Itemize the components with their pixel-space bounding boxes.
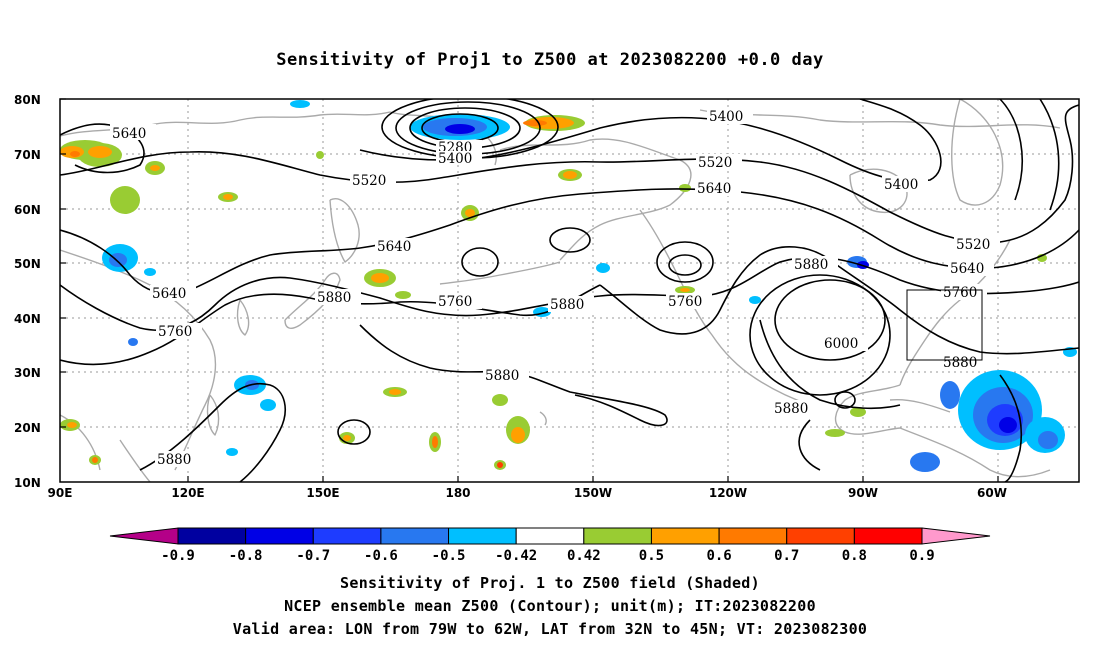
footer-line-2: NCEP ensemble mean Z500 (Contour); unit(… <box>284 597 816 615</box>
colorbar-swatch <box>583 527 652 545</box>
colorbar-label: -0.9 <box>161 548 195 564</box>
valid-area-box <box>906 289 983 361</box>
colorbar-swatch <box>853 527 923 545</box>
contour-label: 5880 <box>774 401 808 417</box>
lon-tick-label: 150W <box>574 486 612 500</box>
longitude-labels: 90E 120E 150E 180 150W 120W 90W 60W <box>48 486 1007 500</box>
contour-label: 5520 <box>352 173 386 189</box>
colorbar-label: -0.7 <box>296 548 330 564</box>
contour-labels: 5640 5280 5400 5400 5520 5520 5640 5400 … <box>110 108 1000 468</box>
colorbar-swatch <box>177 527 247 545</box>
colorbar-swatch <box>312 527 382 545</box>
lat-tick-label: 40N <box>14 312 41 326</box>
colorbar-swatch <box>448 527 517 545</box>
latitude-labels: 80N 70N 60N 50N 40N 30N 20N 10N <box>14 93 41 490</box>
contour-label: 5760 <box>668 294 702 310</box>
colorbar-label: 0.5 <box>639 548 664 564</box>
colorbar-max-arrow <box>921 527 991 545</box>
colorbar-swatch <box>515 527 585 545</box>
colorbar-label: 0.9 <box>909 548 934 564</box>
contour-label: 5880 <box>794 257 828 273</box>
contour-label: 5640 <box>377 239 411 255</box>
colorbar <box>109 527 991 545</box>
contour-label: 5520 <box>956 237 990 253</box>
lat-tick-label: 10N <box>14 476 41 490</box>
contour-label: 5760 <box>158 324 192 340</box>
lat-tick-label: 80N <box>14 93 41 107</box>
contour-label: 5880 <box>317 290 351 306</box>
sensitivity-shading <box>60 100 1077 472</box>
contour-label: 5640 <box>950 261 984 277</box>
lon-tick-label: 90W <box>848 486 878 500</box>
contour-label: 5760 <box>943 285 977 301</box>
plot-title: Sensitivity of Proj1 to Z500 at 20230822… <box>276 50 824 70</box>
lon-tick-label: 60W <box>977 486 1007 500</box>
colorbar-label: -0.5 <box>432 548 466 564</box>
map-frame <box>59 98 1080 483</box>
contour-label: 5400 <box>438 151 472 167</box>
axis-ticks <box>60 98 999 482</box>
lat-tick-label: 50N <box>14 257 41 271</box>
lat-tick-label: 30N <box>14 366 41 380</box>
contour-label: 5760 <box>438 294 472 310</box>
colorbar-min-arrow <box>109 527 179 545</box>
contour-label: 5400 <box>884 177 918 193</box>
colorbar-label: 0.42 <box>567 548 601 564</box>
colorbar-label: -0.42 <box>495 548 537 564</box>
colorbar-label: 0.7 <box>774 548 799 564</box>
contour-label: 5880 <box>157 452 191 468</box>
footer-line-3: Valid area: LON from 79W to 62W, LAT fro… <box>232 620 868 638</box>
lon-tick-label: 120W <box>709 486 747 500</box>
contour-label: 6000 <box>824 336 858 352</box>
colorbar-swatch <box>786 527 855 545</box>
lon-tick-label: 120E <box>171 486 204 500</box>
colorbar-label: 0.8 <box>842 548 867 564</box>
contour-label: 5880 <box>485 368 519 384</box>
contour-label: 5640 <box>112 126 146 142</box>
lon-tick-label: 180 <box>445 486 470 500</box>
colorbar-swatch <box>380 527 450 545</box>
colorbar-label: -0.6 <box>364 548 398 564</box>
contour-label: 5520 <box>698 155 732 171</box>
lat-tick-label: 70N <box>14 148 41 162</box>
contour-label: 5880 <box>943 355 977 371</box>
lon-tick-label: 150E <box>306 486 339 500</box>
colorbar-swatch <box>245 527 314 545</box>
colorbar-labels: -0.9 -0.8 -0.7 -0.6 -0.5 -0.42 0.42 0.5 0.6 0.7 0.… <box>161 548 935 564</box>
colorbar-swatch <box>650 527 720 545</box>
contour-label: 5880 <box>550 297 584 313</box>
contour-label: 5640 <box>152 286 186 302</box>
colorbar-label: 0.6 <box>706 548 731 564</box>
colorbar-swatch <box>718 527 788 545</box>
footer-line-1: Sensitivity of Proj. 1 to Z500 field (Sh… <box>340 574 760 592</box>
contour-label: 5640 <box>697 181 731 197</box>
colorbar-label: -0.8 <box>229 548 263 564</box>
contour-label: 5400 <box>709 109 743 125</box>
lon-tick-label: 90E <box>48 486 73 500</box>
lat-tick-label: 20N <box>14 421 41 435</box>
lat-tick-label: 60N <box>14 203 41 217</box>
